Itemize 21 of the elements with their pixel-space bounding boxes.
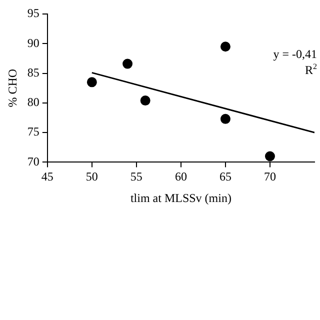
x-tick-label: 65 <box>219 170 232 184</box>
x-axis-title: tlim at MLSSv (min) <box>130 190 232 205</box>
point <box>122 58 133 69</box>
y-tick-label: 95 <box>27 6 40 20</box>
point <box>140 96 150 106</box>
y-axis-title: % CHO <box>5 68 20 108</box>
x-tick-label: 70 <box>264 170 276 184</box>
point <box>220 114 230 124</box>
x-tick-label: 55 <box>130 170 142 184</box>
point <box>264 151 275 162</box>
y-tick-label: 70 <box>27 154 40 168</box>
point <box>220 42 230 52</box>
point <box>86 77 97 88</box>
y-tick-label: 80 <box>27 95 40 110</box>
y-tick-label: 90 <box>27 36 40 50</box>
x-tick-label: 50 <box>86 170 98 184</box>
x-tick-label: 45 <box>41 170 54 184</box>
annotation: y = -0,41 <box>273 47 317 61</box>
x-tick-label: 60 <box>174 170 187 184</box>
y-tick-label: 75 <box>27 124 40 139</box>
y-tick-label: 85 <box>27 65 40 80</box>
